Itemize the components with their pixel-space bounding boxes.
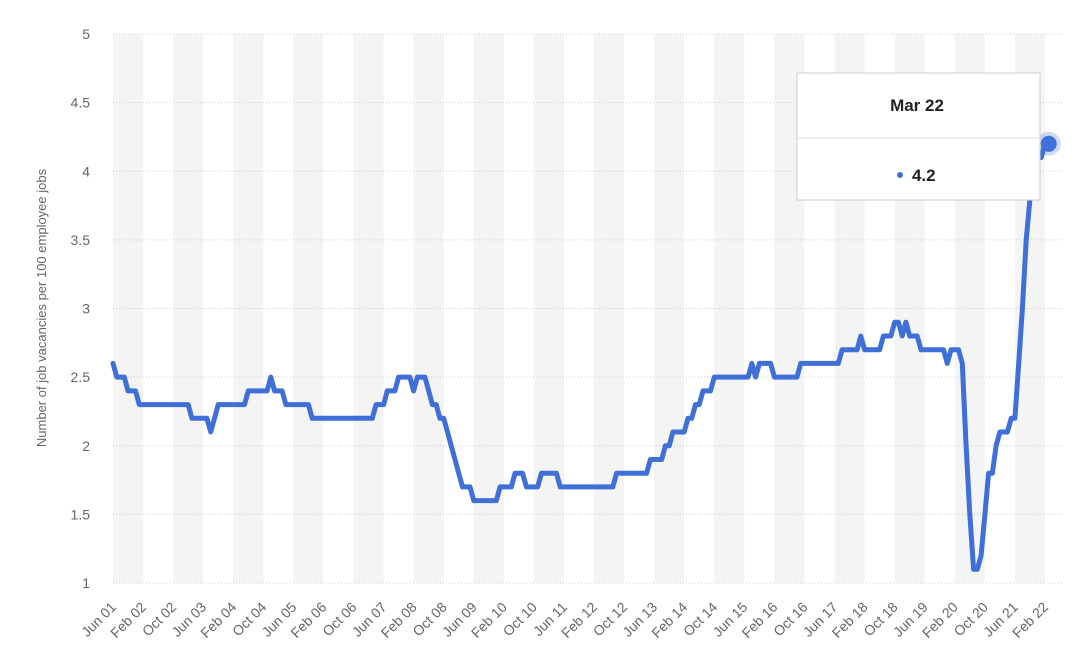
y-tick-label: 3 <box>82 301 90 317</box>
y-tick-label: 1.5 <box>71 506 91 522</box>
y-tick-label: 1 <box>82 575 90 591</box>
tooltip-title: Mar 22 <box>890 96 944 115</box>
band <box>594 34 625 583</box>
y-tick-label: 2.5 <box>71 369 91 385</box>
tooltip: Mar 22 4.2 <box>796 72 1041 201</box>
y-tick-label: 5 <box>82 26 90 42</box>
line <box>110 141 1052 572</box>
band <box>654 34 685 583</box>
band <box>714 34 745 583</box>
y-tick-label: 2 <box>82 438 90 454</box>
tooltip-dot <box>897 172 903 178</box>
y-tick-label: 4 <box>82 163 90 179</box>
tooltip-box <box>796 72 1041 201</box>
point <box>1040 135 1057 152</box>
plot <box>110 131 1061 572</box>
y-axis-title: Number of job vacancies per 100 employee… <box>34 168 49 447</box>
y-tick-label: 3.5 <box>71 232 91 248</box>
tooltip-value: 4.2 <box>912 166 936 185</box>
y-tick-label: 4.5 <box>71 95 91 111</box>
